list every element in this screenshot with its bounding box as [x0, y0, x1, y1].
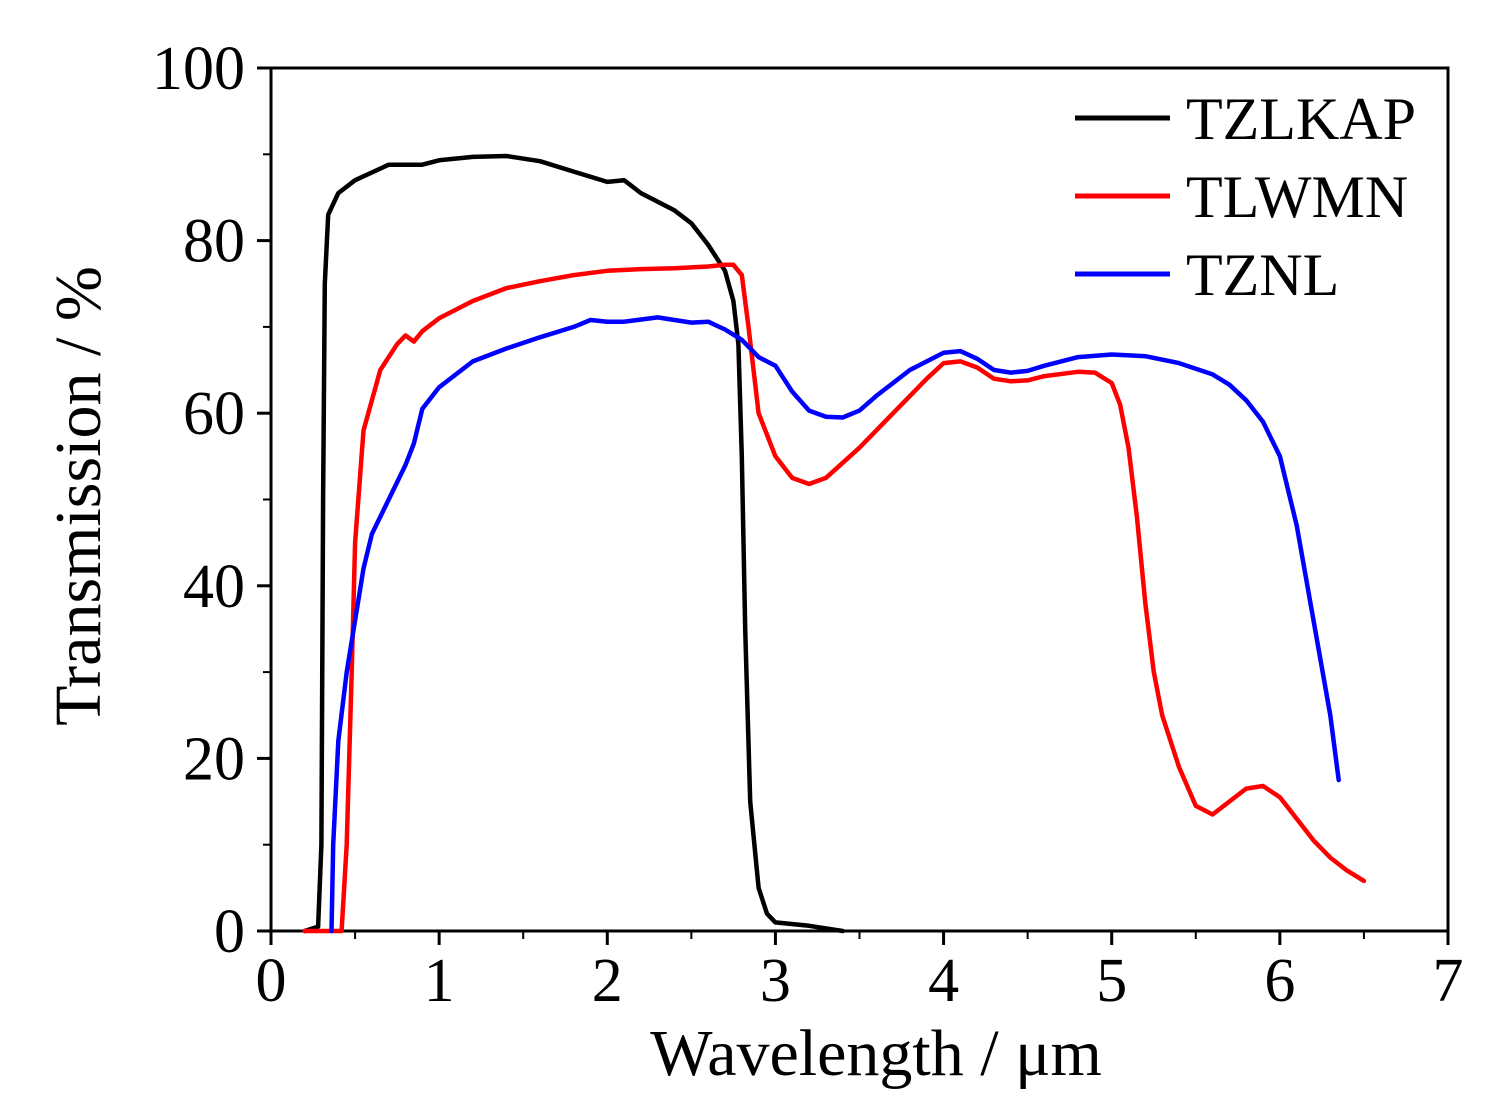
legend-label-tlwmn: TLWMN [1186, 164, 1408, 230]
y-tick-label: 20 [183, 725, 245, 793]
y-tick-label: 0 [214, 898, 245, 966]
x-tick-label: 4 [928, 947, 959, 1015]
series-line-tlwmn [302, 262, 1367, 934]
series-line-tznl [329, 315, 1341, 934]
x-tick-label: 7 [1433, 947, 1464, 1015]
y-tick-label: 60 [183, 380, 245, 448]
x-tick-label: 3 [760, 947, 791, 1015]
y-tick-label: 100 [152, 35, 245, 103]
series-line-tzlkap [302, 153, 845, 934]
y-tick-label: 40 [183, 553, 245, 621]
legend-label-tzlkap: TZLKAP [1186, 86, 1416, 152]
axis-ticks: 0 1 2 3 4 5 6 7 0 20 40 60 80 100 [152, 35, 1464, 1015]
x-tick-label: 5 [1096, 947, 1127, 1015]
x-tick-label: 0 [256, 947, 287, 1015]
x-tick-label: 2 [592, 947, 623, 1015]
x-tick-label: 1 [424, 947, 455, 1015]
legend: TZLKAP TLWMN TZNL [1075, 86, 1416, 308]
legend-label-tznl: TZNL [1186, 242, 1339, 308]
y-tick-label: 80 [183, 208, 245, 276]
x-tick-label: 6 [1264, 947, 1295, 1015]
series-layer [302, 153, 1367, 934]
y-axis-title: Transmission / % [42, 266, 115, 726]
x-axis-title: Wavelength / μm [650, 1017, 1102, 1090]
